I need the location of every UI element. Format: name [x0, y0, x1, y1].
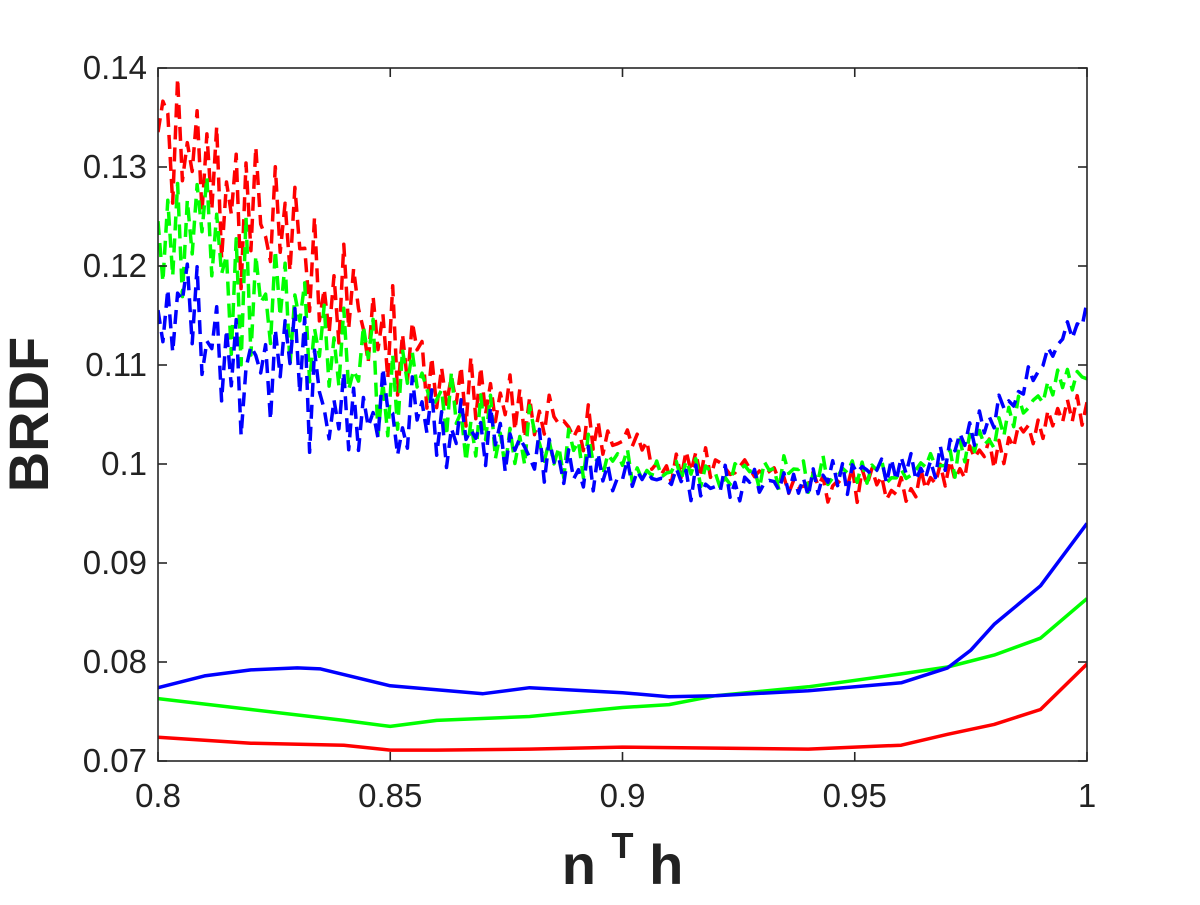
- x-tick-label: 0.8: [135, 777, 181, 814]
- tick-labels-group: 0.8 0.85 0.9 0.95 1 0.07 0.08 0.09 0.1 0.11 0.12 0.…: [83, 49, 1096, 814]
- y-tick-label: 0.1: [101, 445, 147, 482]
- y-tick-label: 0.13: [83, 148, 147, 185]
- series-line-dashed-2: [158, 262, 1087, 503]
- x-axis-label-superscript: T: [612, 825, 634, 866]
- plot-frame: [157, 67, 1088, 762]
- y-tick-label: 0.08: [83, 643, 147, 680]
- series-line-solid-5: [158, 522, 1087, 699]
- ticks-group: [157, 67, 1088, 762]
- series-line-dashed-1: [158, 175, 1087, 495]
- x-tick-label: 0.95: [823, 777, 887, 814]
- y-tick-label: 0.07: [83, 742, 147, 779]
- y-tick-label: 0.14: [83, 49, 147, 86]
- x-tick-label: 0.9: [600, 777, 646, 814]
- x-axis-label: n T h: [562, 807, 684, 896]
- y-tick-label: 0.09: [83, 544, 147, 581]
- series-line-solid-3: [158, 662, 1087, 752]
- x-tick-label: 0.85: [358, 777, 422, 814]
- y-tick-label: 0.11: [85, 346, 147, 383]
- x-axis-label-rest: h: [649, 833, 683, 896]
- series-line-dashed-0: [158, 76, 1087, 505]
- y-axis-label: BRDF: [0, 337, 60, 493]
- series-line-solid-4: [158, 597, 1087, 729]
- x-axis-label-base: n: [562, 833, 596, 896]
- x-tick-label: 1: [1078, 777, 1096, 814]
- y-tick-label: 0.12: [83, 247, 147, 284]
- series-group: [158, 76, 1087, 752]
